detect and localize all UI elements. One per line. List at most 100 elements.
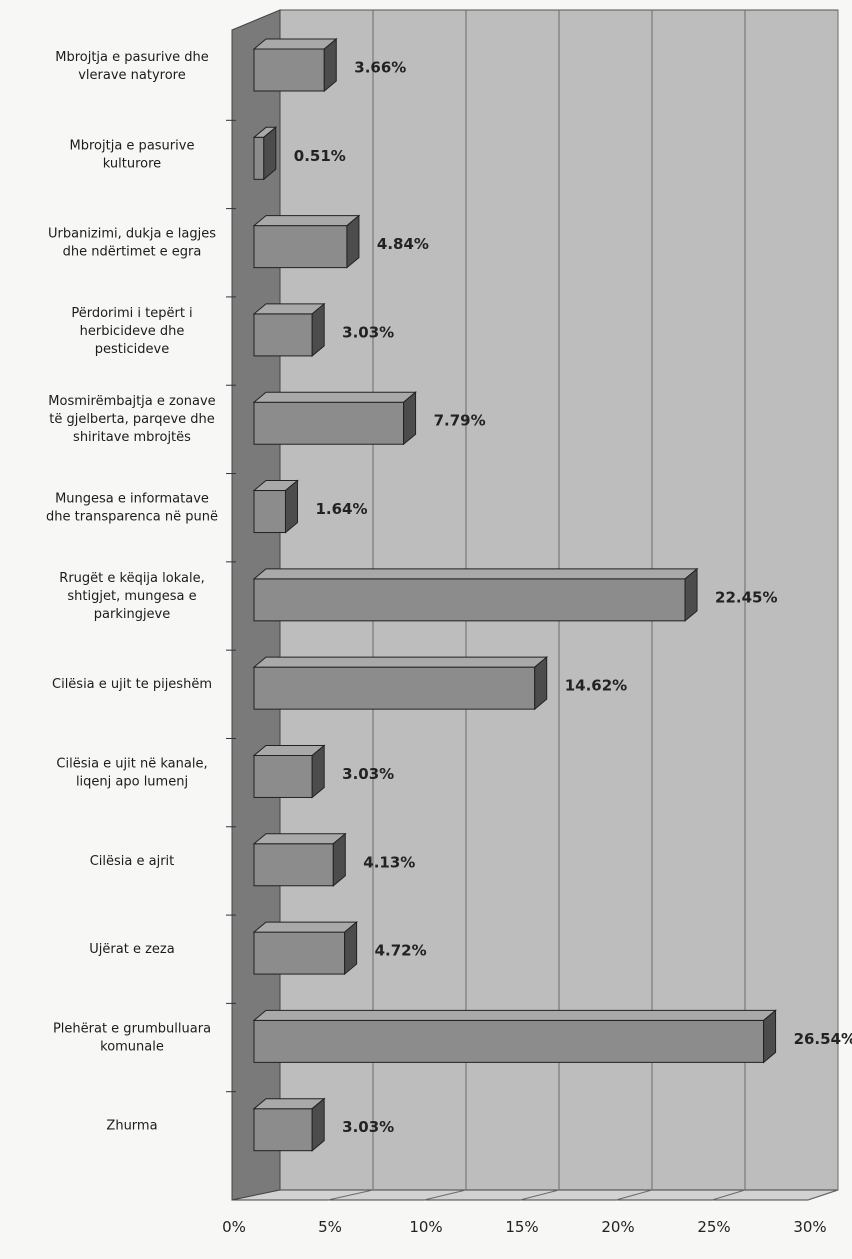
data-label: 1.64% [315, 500, 367, 518]
bar-front [253, 843, 334, 887]
category-label: Përdorimi i tepërt i herbicideve dhe pesti… [71, 305, 192, 356]
category-label-line: Mungesa e informatave [55, 491, 209, 506]
bar-top [252, 568, 699, 580]
category-label-line: liqenj apo lumenj [76, 774, 188, 789]
floor-gridline [327, 1189, 374, 1201]
bar-front [253, 225, 348, 269]
bar-side [311, 302, 325, 357]
data-label: 26.54% [794, 1030, 852, 1048]
category-label-line: dhe ndërtimet e egra [63, 244, 202, 259]
bar-side [763, 1009, 777, 1064]
category-label-line: Zhurma [106, 1118, 157, 1133]
floor-gridline [711, 1189, 746, 1201]
bar-front [253, 136, 265, 180]
floor-gridline [423, 1189, 467, 1201]
x-tick-label: 20% [601, 1218, 634, 1236]
data-label: 3.03% [342, 765, 394, 783]
data-label: 4.13% [363, 853, 415, 871]
category-label-line: pesticideve [95, 341, 169, 356]
bar-top [252, 833, 347, 845]
x-tick-label: 25% [697, 1218, 730, 1236]
data-label: 4.84% [377, 235, 429, 253]
category-label: Cilësia e ujit te pijeshëm [52, 677, 212, 692]
category-label-line: parkingjeve [94, 606, 171, 621]
bar-side [323, 37, 337, 93]
bar-side [346, 214, 360, 269]
bar-front [253, 578, 686, 622]
category-label-line: Cilësia e ajrit [90, 853, 175, 868]
category-label: Plehërat e grumbulluara komunale [53, 1021, 211, 1054]
bar-front [253, 754, 313, 798]
bar-top [252, 391, 417, 403]
bar-side [534, 656, 548, 711]
bar-front [253, 48, 325, 92]
x-tick-label: 15% [505, 1218, 538, 1236]
data-label: 3.03% [342, 323, 394, 341]
category-label-line: vlerave natyrore [78, 68, 186, 83]
category-label-line: Cilësia e ujit në kanale, [56, 756, 207, 771]
bar-top [252, 1009, 777, 1021]
bar-top [252, 38, 338, 50]
category-label-line: Mosmirëmbajtja e zonave [48, 394, 215, 409]
category-label: Mbrojtja e pasurive dhe vlerave natyrore [55, 50, 209, 83]
x-tick-label: 0% [222, 1218, 246, 1236]
data-label: 3.66% [354, 59, 406, 77]
bar-side [311, 744, 325, 799]
category-label: Mungesa e informatave dhe transparenca në… [46, 491, 218, 524]
x-tick-label: 30% [793, 1218, 826, 1236]
x-tick-label: 10% [409, 1218, 442, 1236]
data-label: 7.79% [434, 412, 486, 430]
category-label-line: shiritave mbrojtës [73, 430, 191, 445]
data-label: 0.51% [294, 147, 346, 165]
category-label-line: Rrugët e këqija lokale, [59, 570, 204, 585]
bar-front [253, 401, 405, 445]
bar-side [684, 567, 698, 622]
category-label-line: Mbrojtja e pasurive dhe [55, 50, 209, 65]
data-label: 22.45% [715, 588, 777, 606]
category-label: Rrugët e këqija lokale, shtigjet, mungesa… [59, 570, 204, 621]
bar-side [403, 391, 417, 446]
category-label-line: të gjelberta, parqeve dhe [49, 412, 215, 427]
bar-side [284, 479, 298, 534]
category-label-line: komunale [100, 1039, 164, 1054]
category-label: Ujërat e zeza [89, 942, 174, 957]
category-label-line: shtigjet, mungesa e [67, 588, 196, 603]
category-label-line: Cilësia e ujit te pijeshëm [52, 677, 212, 692]
bar-top [252, 656, 549, 668]
bar-top [252, 215, 361, 227]
category-label-line: Plehërat e grumbulluara [53, 1021, 211, 1036]
bar-front [253, 1019, 765, 1063]
x-tick-label: 5% [318, 1218, 342, 1236]
floor-gridline [615, 1189, 653, 1201]
category-label: Cilësia e ajrit [90, 853, 175, 868]
bar-side [311, 1097, 325, 1152]
bar-front [253, 666, 536, 710]
data-label: 4.72% [375, 942, 427, 960]
bar-front [253, 931, 346, 975]
category-label-line: Urbanizimi, dukja e lagjes [48, 226, 216, 241]
category-label: Cilësia e ujit në kanale, liqenj apo lume… [56, 756, 207, 789]
bar-top [252, 921, 359, 933]
category-label-line: Përdorimi i tepërt i [71, 305, 192, 320]
bar-front [253, 313, 313, 357]
category-label-line: kulturore [103, 156, 161, 171]
category-label: Zhurma [106, 1118, 157, 1133]
bar-side [344, 921, 358, 976]
floor-gridline [519, 1189, 560, 1201]
floor-gridline [807, 1189, 839, 1201]
bar-front [253, 490, 286, 534]
bar-front [253, 1108, 313, 1152]
category-label-line: herbicideve dhe [80, 323, 185, 338]
category-label-line: Mbrojtja e pasurive [70, 138, 195, 153]
data-label: 14.62% [565, 677, 627, 695]
data-label: 3.03% [342, 1118, 394, 1136]
bar-side [263, 126, 277, 181]
category-label: Urbanizimi, dukja e lagjes dhe ndërtimet … [48, 226, 216, 259]
category-label-line: Ujërat e zeza [89, 942, 174, 957]
category-label-line: dhe transparenca në punë [46, 509, 218, 524]
category-label: Mbrojtja e pasurive kulturore [70, 138, 195, 171]
plot-floor [231, 1189, 839, 1201]
bar-side [332, 832, 346, 887]
